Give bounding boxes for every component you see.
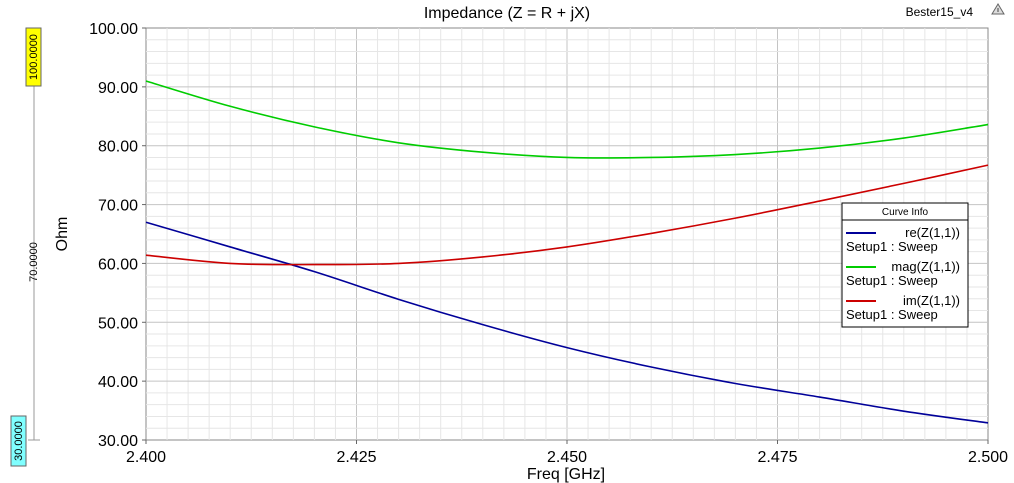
x-tick-label: 2.450: [547, 449, 587, 466]
legend-entries: re(Z(1,1))Setup1 : Sweepmag(Z(1,1))Setup…: [846, 225, 960, 322]
legend[interactable]: Curve Info re(Z(1,1))Setup1 : Sweepmag(Z…: [841, 202, 969, 328]
legend-entry-name: mag(Z(1,1)): [891, 259, 960, 274]
series-lines: [145, 80, 989, 424]
range-max-label: 100.0000: [28, 34, 40, 80]
legend-entry-setup: Setup1 : Sweep: [846, 307, 938, 322]
range-min-label: 30.0000: [13, 421, 25, 461]
range-max-box[interactable]: [25, 27, 42, 87]
x-tick-label: 2.400: [126, 449, 166, 466]
series-line-3[interactable]: [145, 164, 989, 266]
legend-entry-setup: Setup1 : Sweep: [846, 273, 938, 288]
x-tick-label: 2.475: [757, 449, 797, 466]
x-tick-label: 2.500: [968, 449, 1008, 466]
project-name: Bester15_v4: [906, 5, 974, 19]
series-line-2[interactable]: [145, 80, 989, 159]
legend-entry-setup: Setup1 : Sweep: [846, 239, 938, 254]
y-tick-label: 60.00: [98, 256, 138, 273]
y-tick-label: 30.00: [98, 433, 138, 450]
y-tick-label: 50.00: [98, 315, 138, 332]
triangle-marker-icon[interactable]: [991, 3, 1005, 15]
range-mid-label: 70.0000: [28, 242, 40, 282]
y-tick-label: 40.00: [98, 374, 138, 391]
y-tick-label: 90.00: [98, 80, 138, 97]
y-tick-label: 70.00: [98, 198, 138, 215]
y-tick-label: 100.00: [89, 21, 138, 38]
x-tick-label: 2.425: [336, 449, 376, 466]
legend-title: Curve Info: [882, 207, 929, 218]
range-min-box[interactable]: [10, 415, 27, 467]
range-marker[interactable]: 100.0000 70.0000 30.0000: [10, 27, 42, 467]
tick-labels: 2.400 2.425 2.450 2.475 2.500 30.00 40.00 50.00…: [89, 21, 1008, 466]
legend-entry-name: re(Z(1,1)): [905, 225, 960, 240]
chart-title: Impedance (Z = R + jX): [424, 5, 590, 22]
legend-entry-name: im(Z(1,1)): [903, 293, 960, 308]
y-tick-label: 80.00: [98, 139, 138, 156]
y-axis-label: Ohm: [54, 217, 71, 252]
legend-box: [841, 202, 969, 328]
x-axis-label: Freq [GHz]: [527, 466, 605, 483]
